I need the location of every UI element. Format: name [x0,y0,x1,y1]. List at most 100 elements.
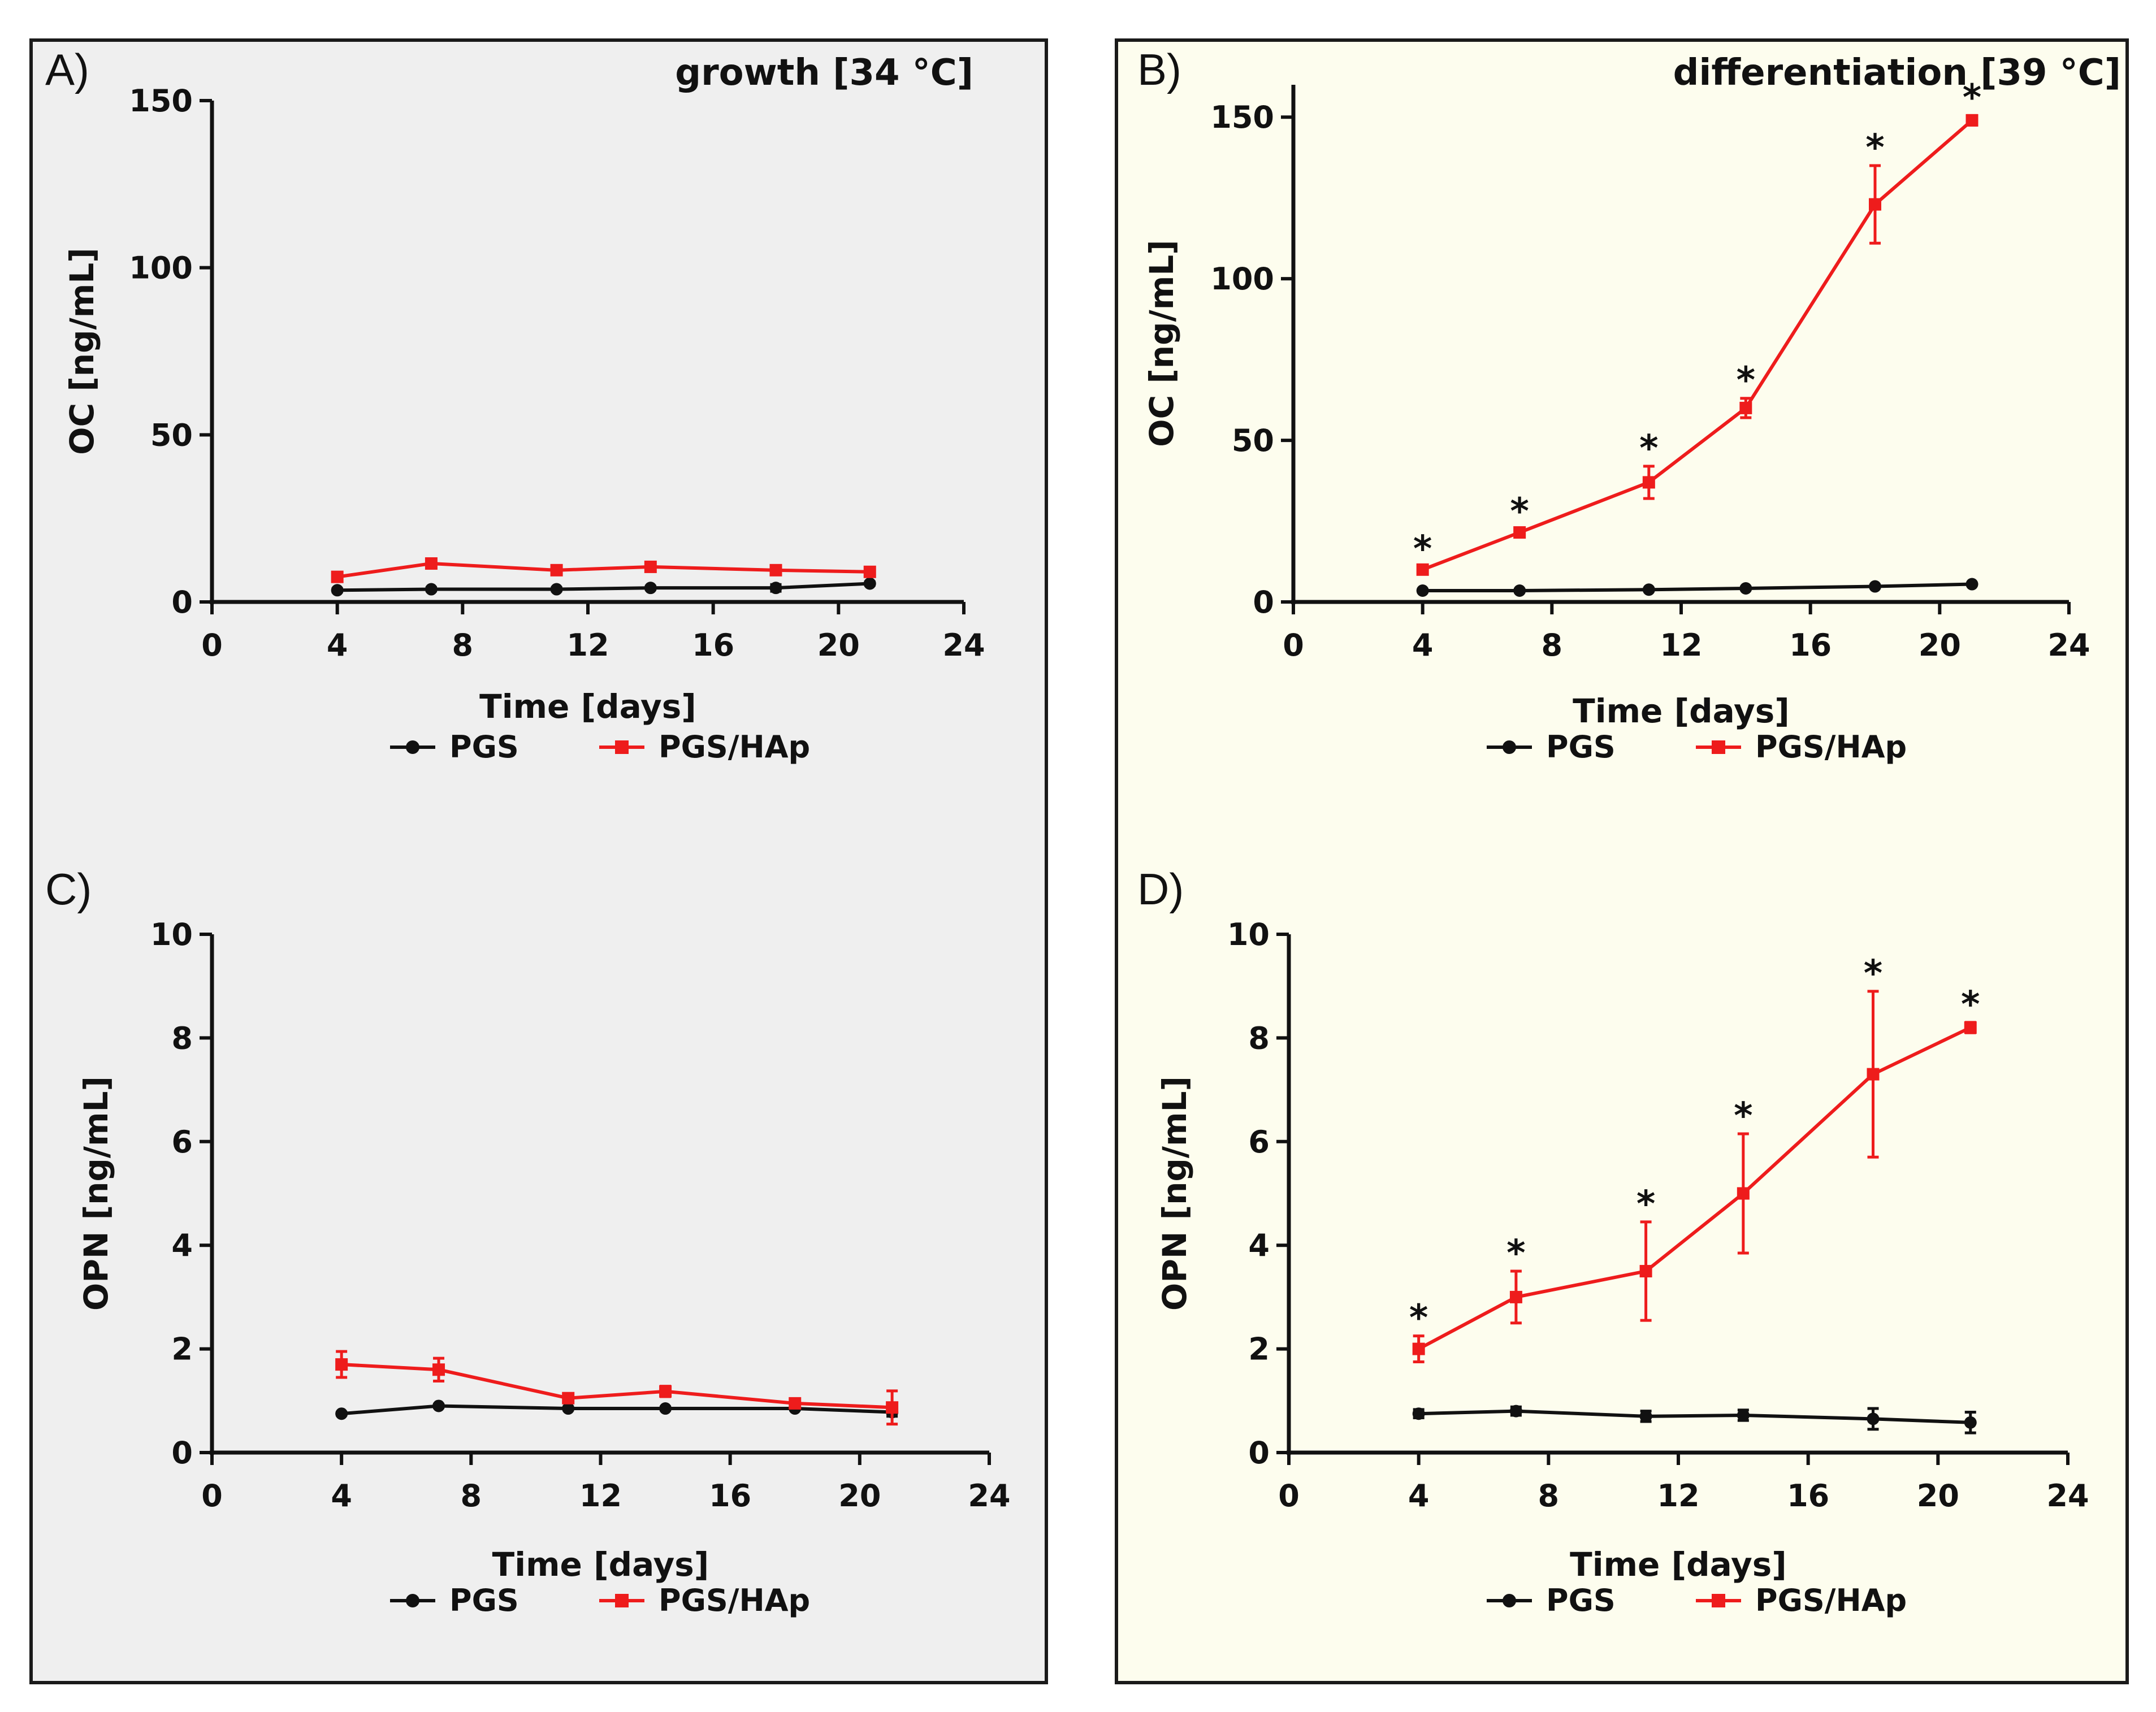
y-tick-label: 2 [1248,1332,1270,1367]
x-tick-label: 24 [2046,1478,2089,1514]
series-pgs-hap [1412,990,1977,1364]
series-pgs [1416,578,1979,597]
significance-star: * [1865,127,1884,169]
series-line [337,561,870,579]
y-axis-title: OC [ng/mL] [1142,240,1181,447]
y-tick-label: 0 [1248,1435,1270,1471]
significance-star: * [1409,1298,1428,1340]
data-point [644,560,657,573]
data-point [331,584,344,597]
y-axis-title: OPN [ng/mL] [1155,1076,1194,1311]
series-line [1418,1409,1971,1424]
series-pgs-hap [331,557,876,583]
data-point [1965,578,1979,591]
y-tick-label: 6 [171,1124,193,1160]
legend-marker [1712,1594,1725,1607]
series-pgs [1412,1405,1977,1434]
panel-letter: A) [45,45,89,94]
x-axis-title: Time [days] [1570,1545,1787,1584]
series-line [337,582,870,592]
data-point [1964,1021,1977,1034]
data-point [432,1399,445,1412]
significance-star: * [1737,360,1755,402]
series-line [1418,1026,1972,1351]
y-tick-label: 8 [171,1020,193,1056]
y-tick-label: 6 [1248,1124,1270,1160]
y-tick-label: 150 [1210,99,1274,135]
data-point [886,1401,899,1414]
data-point [432,1363,445,1376]
legend-label: PGS [1546,1583,1616,1618]
x-tick-label: 4 [1412,627,1434,663]
y-tick-label: 50 [1232,423,1274,458]
legend: PGS PGS/HAp [390,729,810,765]
x-tick-label: 0 [1283,627,1304,663]
data-point [335,1358,348,1371]
x-axis-title: Time [days] [492,1545,709,1584]
legend: PGS PGS/HAp [390,1583,810,1618]
y-tick-label: 2 [171,1332,193,1367]
data-point [335,1407,348,1420]
y-tick-label: 100 [129,250,193,286]
data-point [1639,1265,1652,1278]
y-tick-label: 0 [171,1435,193,1471]
significance-star: * [1961,984,1980,1026]
x-tick-label: 24 [2047,627,2090,663]
series-pgs [335,1399,899,1420]
significance-star: * [1864,953,1882,995]
data-point [1412,1342,1425,1355]
significance-star: * [1639,428,1658,470]
y-tick-label: 8 [1248,1020,1270,1056]
x-tick-label: 4 [331,1478,352,1514]
x-tick-label: 0 [201,627,223,663]
chart-panel-2: B) differentiation [39 °C] 0 50 100 150 0 4 8 12 1… [1137,45,2121,765]
y-tick-label: 0 [171,584,193,620]
x-tick-label: 20 [1917,1478,1959,1514]
significance-star: * [1637,1184,1655,1225]
condition-title: growth [34 °C] [675,52,973,94]
legend-marker [615,1594,629,1607]
legend-label: PGS [449,1583,519,1618]
y-tick-label: 10 [1227,917,1270,952]
legend-marker [406,1594,419,1607]
data-point [769,582,782,595]
series-line [1422,119,1973,571]
condition-title: differentiation [39 °C] [1673,52,2121,94]
chart-panel-1: A) growth [34 °C] 0 50 100 150 0 4 8 12 16 20 24 Time… [45,45,985,765]
x-tick-label: 24 [942,627,985,663]
data-point [331,570,344,583]
right-panel-frame [1115,38,2129,1684]
data-point [769,564,782,577]
y-tick-label: 0 [1253,584,1274,620]
x-tick-label: 20 [817,627,860,663]
y-tick-label: 50 [150,417,193,453]
data-point [1869,580,1881,593]
data-point [1513,584,1526,597]
legend-marker [615,740,629,754]
x-tick-label: 4 [327,627,348,663]
series-line [1422,582,1972,592]
significance-star: * [1734,1095,1752,1137]
x-tick-label: 16 [692,627,734,663]
data-point [789,1397,802,1410]
data-point [1509,1405,1522,1418]
significance-star: * [1506,1233,1525,1275]
significance-star: * [1413,528,1432,570]
data-point [863,577,876,590]
x-tick-label: 0 [1278,1478,1300,1514]
legend-label: PGS/HAp [659,729,810,765]
x-tick-label: 16 [1789,627,1832,663]
data-point [1642,476,1655,489]
legend-label: PGS [1546,729,1616,765]
series-line [341,1363,893,1410]
x-tick-label: 24 [968,1478,1010,1514]
data-point [425,557,438,570]
x-axis-title: Time [days] [479,687,696,726]
legend-marker [406,740,419,754]
data-point [1416,563,1429,576]
panel-letter: D) [1137,864,1184,914]
data-point [562,1392,575,1405]
significance-star: * [1510,491,1529,532]
